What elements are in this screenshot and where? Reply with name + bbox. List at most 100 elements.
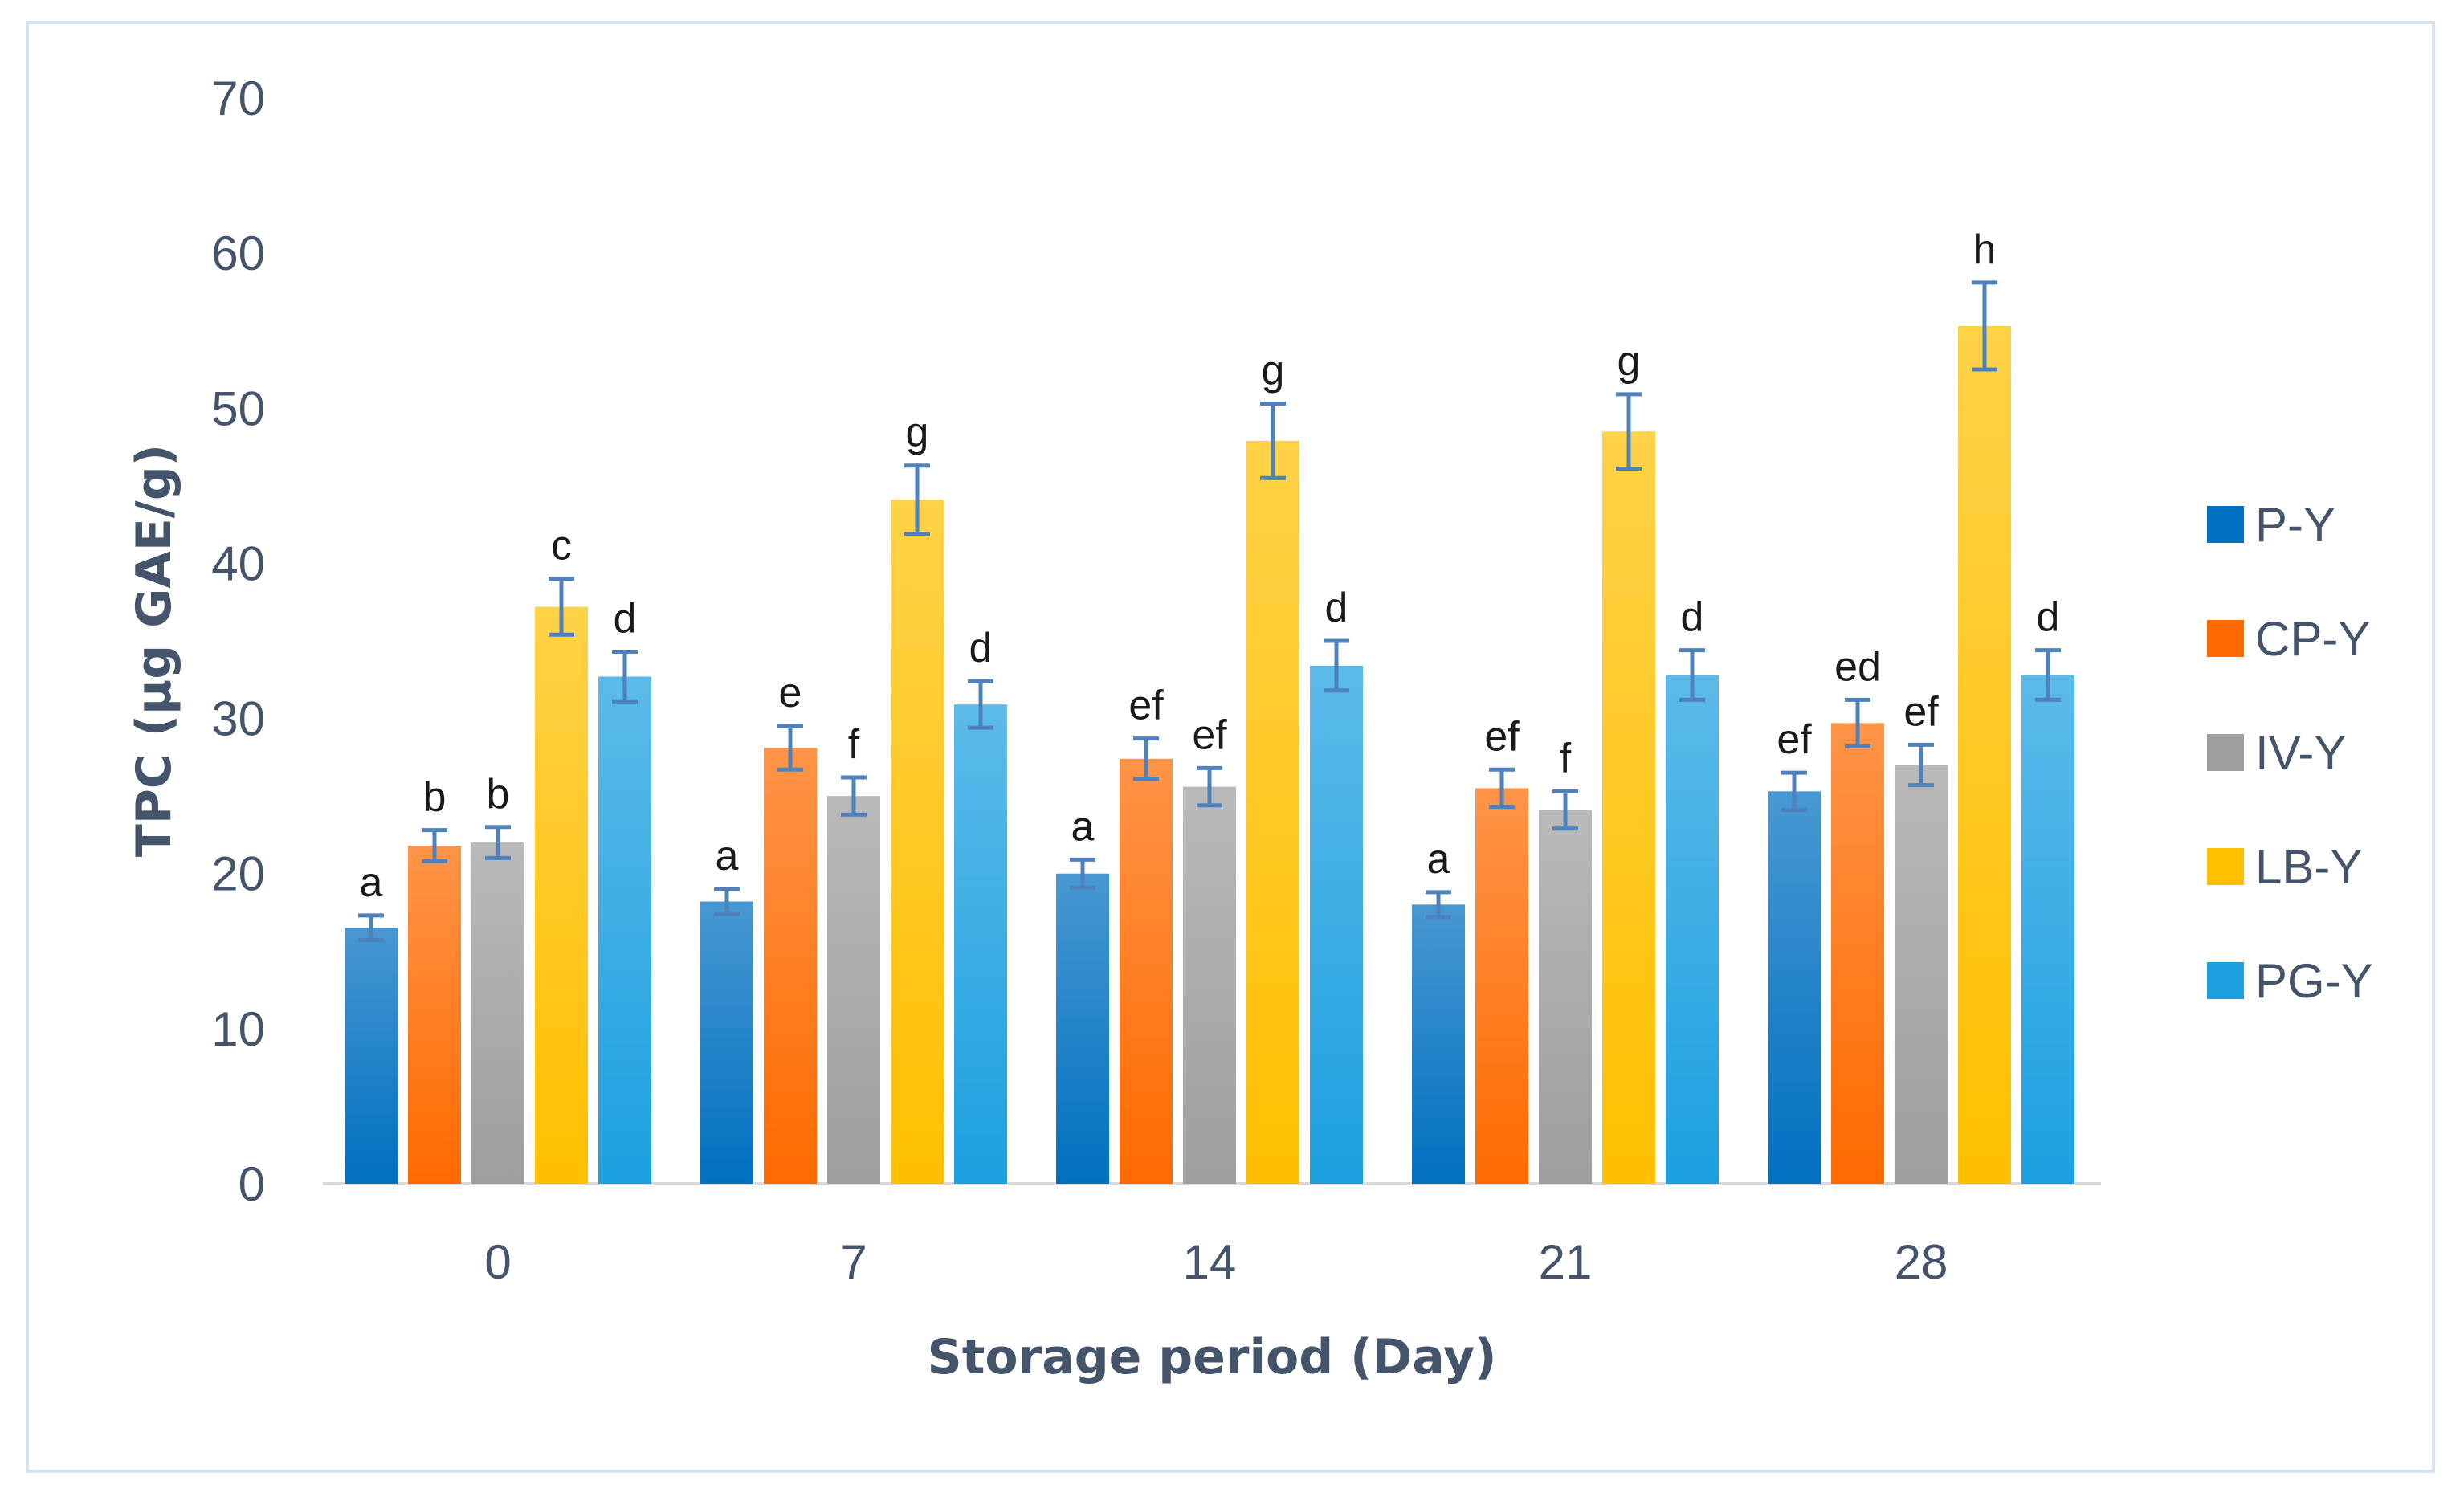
significance-letter: g	[1262, 347, 1285, 394]
legend-label: P-Y	[2255, 498, 2335, 552]
bar-iv-y-day-21	[1539, 810, 1592, 1184]
bar-iv-y-day-7	[827, 796, 880, 1184]
y-axis-ticks: 0 10 20 30 40 50 60 70	[211, 71, 265, 1211]
error-bar-cp-y-day-14	[1133, 736, 1159, 781]
bar-pg-y-day-28	[2021, 675, 2074, 1184]
significance-letter: b	[423, 774, 447, 821]
error-bar-lb-y-day-28	[1972, 280, 1997, 372]
y-tick-label: 40	[211, 536, 265, 590]
error-bar-p-y-day-14	[1070, 857, 1095, 890]
bar-lb-y-day-7	[891, 500, 944, 1184]
error-bar-lb-y-day-21	[1616, 392, 1642, 471]
legend-item-lb-y: LB-Y	[2207, 840, 2362, 894]
significance-letter: d	[1681, 594, 1704, 641]
error-bar-pg-y-day-21	[1679, 648, 1705, 702]
legend-swatch	[2207, 506, 2244, 543]
y-tick-label: 50	[211, 381, 265, 435]
error-bar-p-y-day-0	[358, 913, 384, 943]
bar-p-y-day-0	[345, 928, 398, 1184]
bar-cp-y-day-28	[1831, 723, 1884, 1184]
significance-letter: ef	[1192, 712, 1227, 758]
significance-letter: e	[779, 670, 802, 716]
significance-letter: a	[716, 833, 739, 879]
significance-letter: b	[487, 771, 510, 818]
error-bar-p-y-day-21	[1426, 890, 1451, 920]
significance-letter: g	[1618, 338, 1641, 385]
error-bar-pg-y-day-0	[612, 650, 638, 704]
legend-swatch	[2207, 962, 2244, 999]
significance-letter: d	[2037, 594, 2060, 641]
error-bar-iv-y-day-21	[1552, 789, 1578, 831]
y-tick-label: 20	[211, 847, 265, 901]
bar-p-y-day-21	[1412, 904, 1465, 1184]
significance-letter: c	[551, 523, 572, 569]
bar-cp-y-day-21	[1475, 788, 1528, 1184]
legend-item-iv-y: IV-Y	[2207, 726, 2346, 780]
error-bar-lb-y-day-7	[904, 463, 930, 536]
x-axis-ticks: 0 7 14 21 28	[484, 1235, 1948, 1289]
y-tick-label: 10	[211, 1002, 265, 1056]
x-tick-label: 28	[1895, 1235, 1948, 1289]
error-bar-pg-y-day-7	[968, 679, 993, 730]
bar-lb-y-day-14	[1246, 440, 1299, 1184]
error-bar-p-y-day-28	[1781, 770, 1807, 813]
x-tick-label: 14	[1183, 1235, 1237, 1289]
bar-pg-y-day-14	[1310, 665, 1363, 1184]
y-tick-label: 30	[211, 692, 265, 746]
significance-letter: ed	[1834, 643, 1881, 690]
bar-cp-y-day-7	[764, 748, 817, 1184]
legend-label: PG-Y	[2255, 954, 2373, 1008]
legend-label: LB-Y	[2255, 840, 2362, 894]
legend-item-p-y: P-Y	[2207, 498, 2335, 552]
significance-letter: d	[969, 625, 993, 671]
error-bar-cp-y-day-0	[422, 828, 447, 863]
error-bar-iv-y-day-28	[1908, 742, 1934, 788]
legend-swatch	[2207, 848, 2244, 885]
bar-p-y-day-28	[1768, 791, 1821, 1184]
bar-cp-y-day-0	[408, 845, 461, 1184]
legend-swatch	[2207, 734, 2244, 771]
significance-letter: g	[906, 410, 929, 456]
error-bar-cp-y-day-7	[777, 724, 803, 772]
x-tick-label: 21	[1539, 1235, 1593, 1289]
significance-letter: a	[1071, 803, 1095, 850]
bars	[345, 325, 2074, 1184]
error-bar-cp-y-day-21	[1489, 767, 1515, 810]
significance-letter: ef	[1903, 688, 1939, 735]
bar-iv-y-day-0	[471, 842, 524, 1184]
bar-iv-y-day-14	[1183, 786, 1236, 1184]
legend-label: IV-Y	[2255, 726, 2346, 780]
significance-letter: f	[1560, 735, 1572, 781]
bar-iv-y-day-28	[1895, 765, 1948, 1184]
legend-item-cp-y: CP-Y	[2207, 612, 2370, 666]
bar-lb-y-day-28	[1958, 325, 2011, 1184]
significance-letter: ef	[1128, 683, 1164, 729]
significance-letter: d	[614, 596, 637, 642]
x-axis-title: Storage period (Day)	[928, 1329, 1497, 1385]
legend-swatch	[2207, 620, 2244, 657]
x-tick-label: 0	[484, 1235, 511, 1289]
bar-pg-y-day-7	[954, 704, 1007, 1184]
legend-label: CP-Y	[2255, 612, 2370, 666]
error-bar-cp-y-day-28	[1845, 697, 1870, 748]
error-bar-lb-y-day-0	[549, 577, 574, 637]
error-bar-lb-y-day-14	[1260, 401, 1286, 480]
bar-cp-y-day-14	[1120, 758, 1173, 1184]
significance-letter: h	[1973, 226, 1997, 273]
error-bars	[358, 280, 2061, 943]
y-tick-label: 0	[239, 1157, 265, 1211]
significance-letter: d	[1325, 585, 1348, 631]
legend-item-pg-y: PG-Y	[2207, 954, 2373, 1008]
x-tick-label: 7	[840, 1235, 867, 1289]
bar-lb-y-day-0	[535, 606, 588, 1184]
error-bar-iv-y-day-14	[1197, 765, 1222, 808]
error-bar-pg-y-day-28	[2035, 648, 2061, 702]
bar-pg-y-day-0	[598, 676, 651, 1184]
y-axis-title: TPC (µg GAE/g)	[126, 444, 182, 857]
bar-p-y-day-7	[700, 901, 753, 1184]
error-bar-iv-y-day-7	[841, 775, 867, 817]
y-tick-label: 60	[211, 226, 265, 280]
bar-p-y-day-14	[1056, 873, 1109, 1184]
